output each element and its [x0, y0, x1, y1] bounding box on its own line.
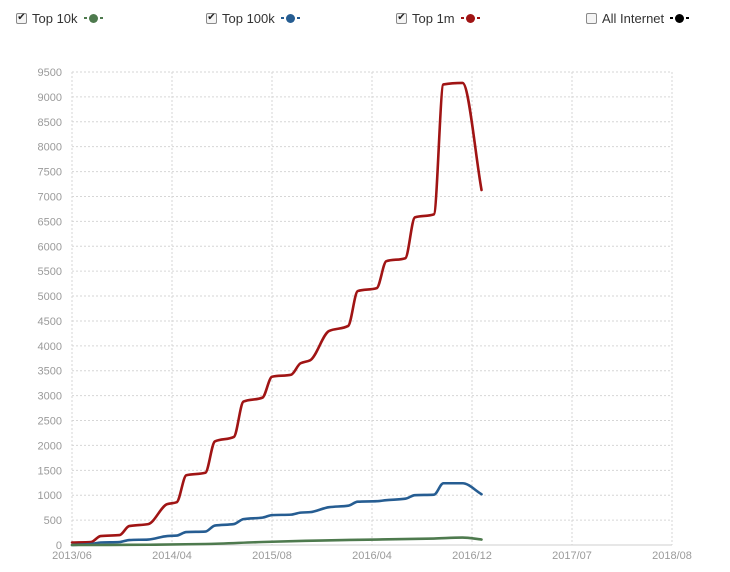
series-line-top-10k: [70, 536, 483, 547]
x-tick-label: 2017/07: [552, 550, 592, 562]
y-axis-ticks: 0 500 1000 1500 2000 2500 3000 3500 4000 4500 5000…: [38, 67, 62, 552]
y-tick-label: 0: [56, 540, 62, 552]
x-axis-ticks: 2013/06 2014/04 2015/08 2016/04 2016/12 2017/…: [52, 550, 692, 562]
y-tick-label: 6500: [38, 216, 62, 228]
chart-legend: ✔ Top 10k ✔ Top 100k ✔ Top 1m All Intern…: [0, 8, 730, 28]
series-marker-icon: [670, 13, 690, 23]
series-line-top-100k: [70, 481, 483, 547]
x-tick-label: 2016/04: [352, 550, 392, 562]
legend-item-top-100k[interactable]: ✔ Top 100k: [206, 8, 300, 28]
y-tick-label: 8000: [38, 142, 62, 154]
legend-label: Top 1m: [412, 10, 455, 26]
y-tick-label: 2000: [38, 440, 62, 452]
chart-series: [70, 81, 483, 547]
y-tick-label: 9500: [38, 67, 62, 79]
checkbox-icon[interactable]: ✔: [206, 12, 217, 24]
y-tick-label: 6000: [38, 241, 62, 253]
y-tick-label: 1500: [38, 465, 62, 477]
y-tick-label: 3000: [38, 391, 62, 403]
y-tick-label: 3500: [38, 366, 62, 378]
chart-grid: [71, 71, 673, 546]
x-tick-label: 2018/08: [652, 550, 692, 562]
x-tick-label: 2016/12: [452, 550, 492, 562]
y-tick-label: 4500: [38, 316, 62, 328]
y-tick-label: 7000: [38, 191, 62, 203]
y-tick-label: 5500: [38, 266, 62, 278]
y-tick-label: 2500: [38, 416, 62, 428]
y-tick-label: 500: [44, 515, 62, 527]
legend-item-all-internet[interactable]: All Internet: [586, 8, 690, 28]
legend-label: Top 100k: [222, 10, 275, 26]
series-line-top-1m: [70, 81, 483, 544]
y-tick-label: 4000: [38, 341, 62, 353]
checkbox-icon[interactable]: ✔: [16, 12, 27, 24]
x-tick-label: 2014/04: [152, 550, 192, 562]
legend-label: All Internet: [602, 10, 665, 26]
checkbox-icon[interactable]: [586, 12, 597, 24]
y-tick-label: 5000: [38, 291, 62, 303]
x-tick-label: 2013/06: [52, 550, 92, 562]
legend-item-top-1m[interactable]: ✔ Top 1m: [396, 8, 480, 28]
y-tick-label: 9000: [38, 92, 62, 104]
legend-item-top-10k[interactable]: ✔ Top 10k: [16, 8, 103, 28]
series-marker-icon: [83, 13, 103, 23]
y-tick-label: 1000: [38, 490, 62, 502]
legend-label: Top 10k: [32, 10, 78, 26]
y-tick-label: 7500: [38, 167, 62, 179]
y-tick-label: 8500: [38, 117, 62, 129]
x-tick-label: 2015/08: [252, 550, 292, 562]
series-marker-icon: [280, 13, 300, 23]
checkbox-icon[interactable]: ✔: [396, 12, 407, 24]
series-marker-icon: [460, 13, 480, 23]
